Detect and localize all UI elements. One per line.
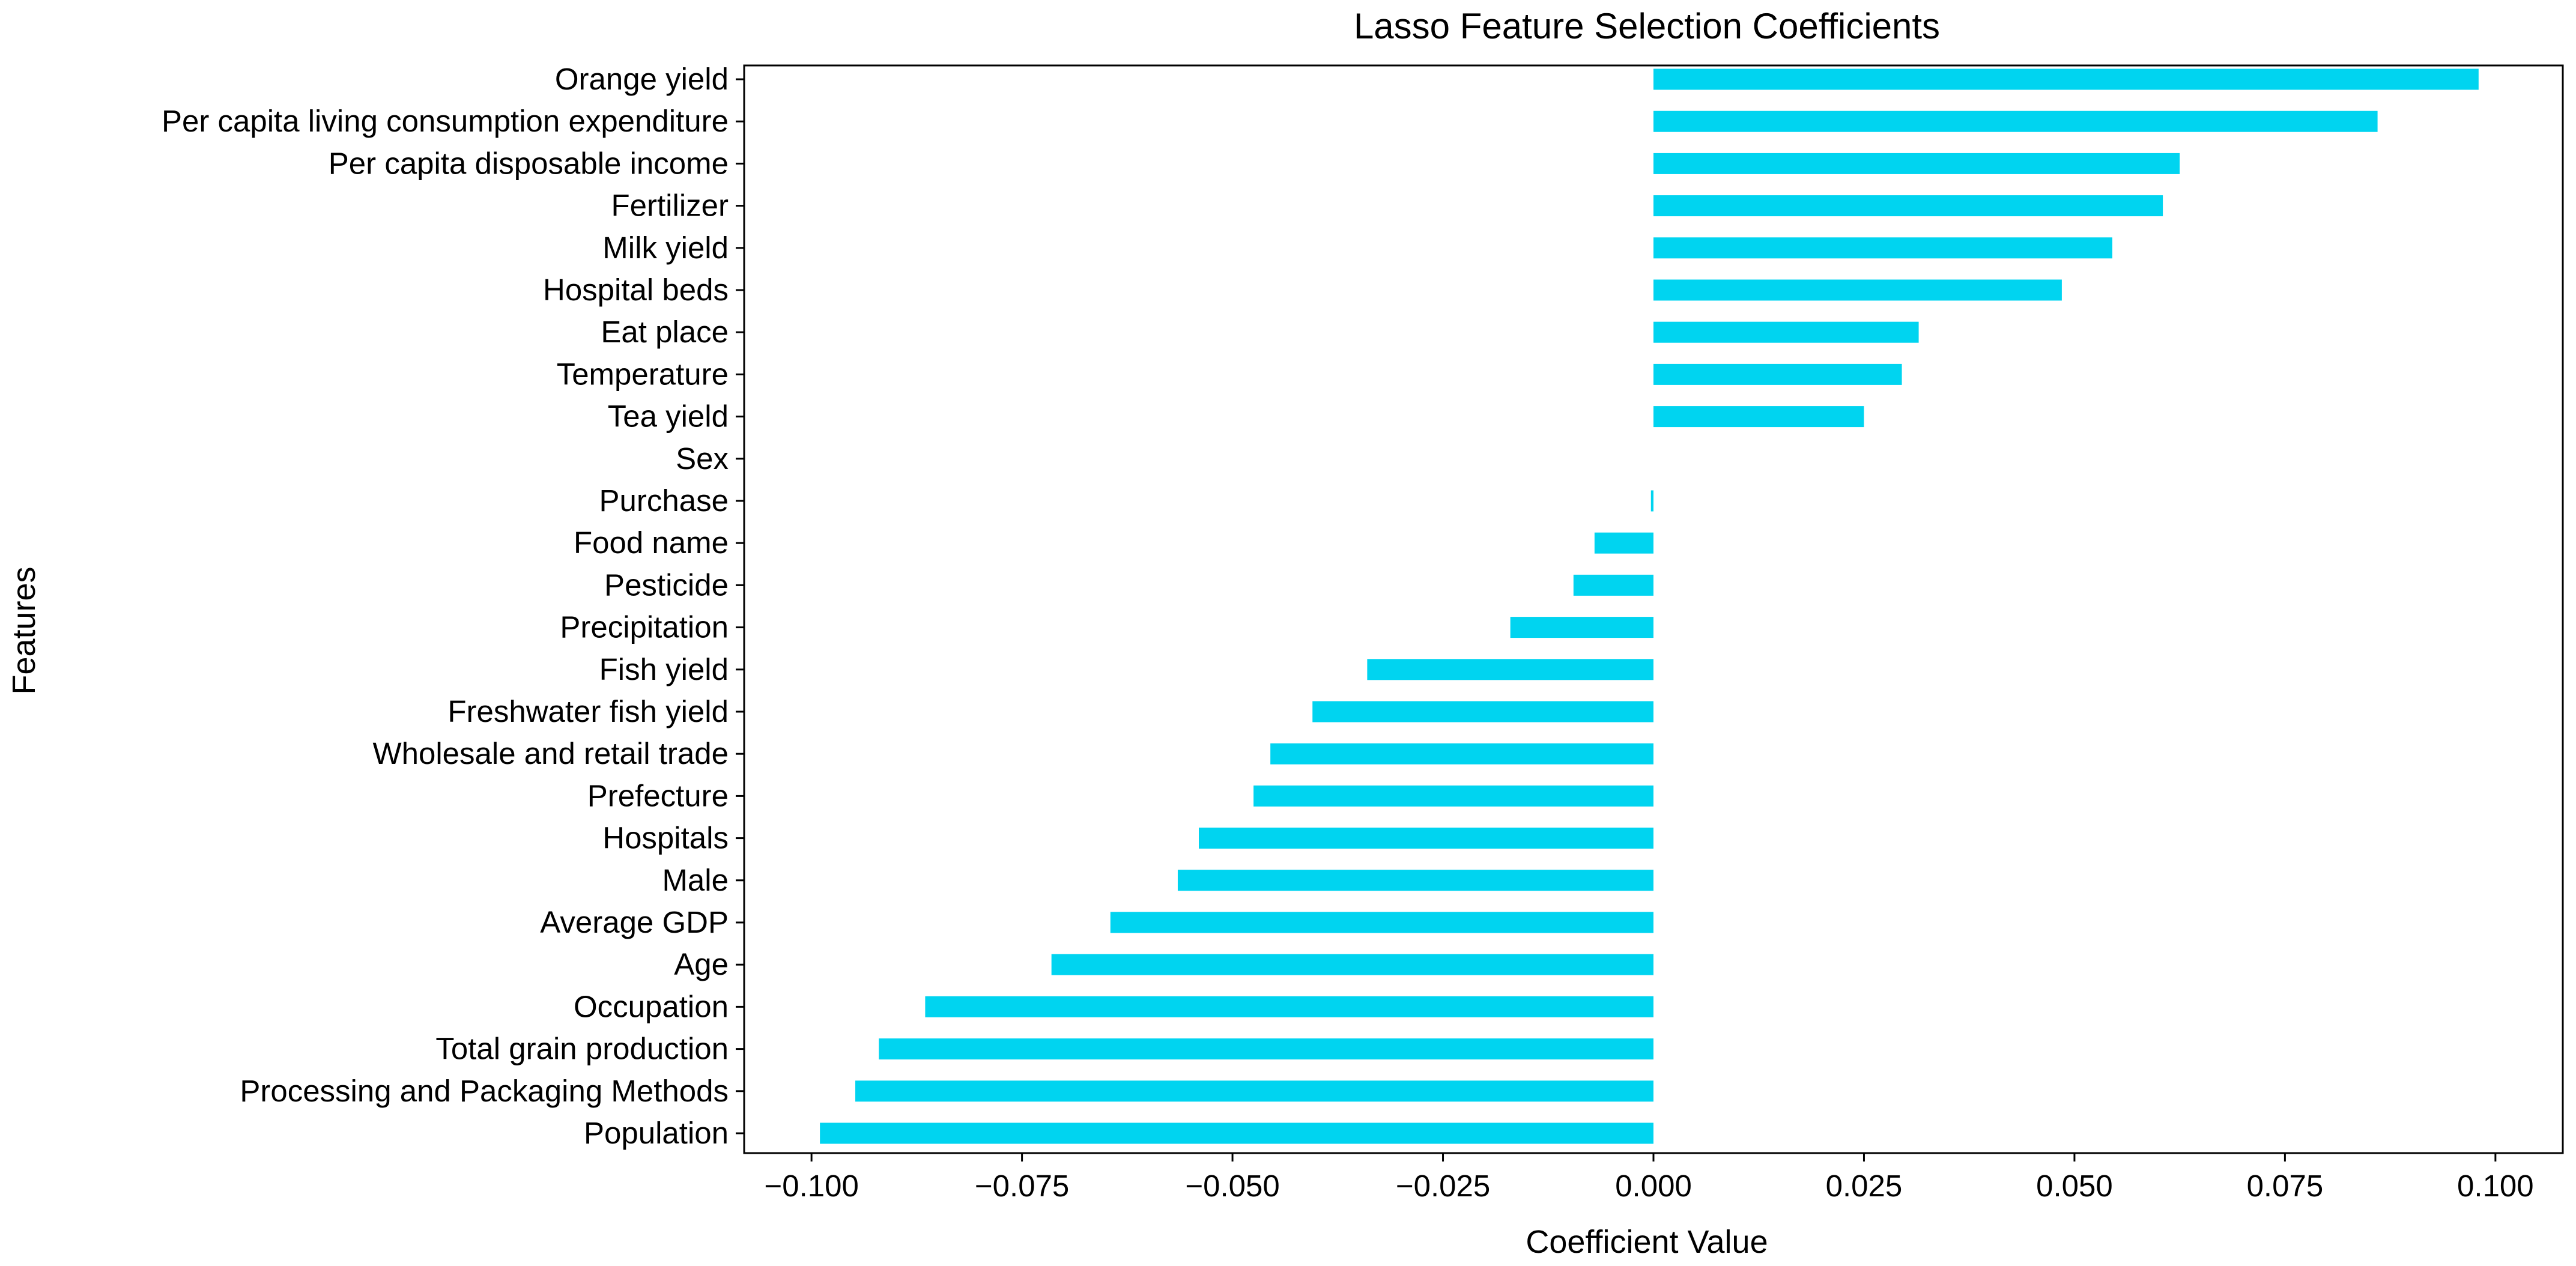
x-tick-label-6: 0.050 [2036, 1169, 2113, 1203]
bar-16 [1270, 743, 1653, 765]
y-tick-label-23: Total grain production [435, 1032, 729, 1066]
y-tick-label-14: Fish yield [599, 652, 729, 686]
x-tick-label-3: −0.025 [1396, 1169, 1490, 1203]
y-ticks-layer: Orange yield Per capita living consumptio… [162, 62, 744, 1150]
y-tick-label-7: Temperature [557, 357, 729, 391]
bar-6 [1653, 321, 1919, 343]
bar-10 [1650, 490, 1653, 512]
bar-15 [1312, 701, 1653, 722]
y-tick-label-6: Eat place [601, 315, 729, 349]
bar-14 [1367, 659, 1653, 680]
chart-title: Lasso Feature Selection Coefficients [1354, 6, 1940, 46]
bar-3 [1653, 195, 2163, 217]
bar-17 [1253, 785, 1653, 807]
y-tick-label-16: Wholesale and retail trade [372, 736, 729, 771]
y-tick-label-9: Sex [676, 441, 729, 476]
x-tick-label-4: 0.000 [1615, 1169, 1692, 1203]
bar-11 [1594, 532, 1653, 554]
bar-0 [1653, 68, 2479, 90]
x-tick-label-0: −0.100 [764, 1169, 858, 1203]
y-tick-label-13: Precipitation [560, 610, 729, 644]
bar-24 [855, 1080, 1653, 1102]
y-tick-label-17: Prefecture [587, 778, 729, 813]
bar-12 [1573, 574, 1653, 596]
y-tick-label-1: Per capita living consumption expenditur… [162, 104, 729, 138]
y-tick-label-3: Fertilizer [611, 189, 729, 223]
y-tick-label-15: Freshwater fish yield [447, 694, 729, 728]
bar-21 [1051, 954, 1653, 975]
bar-23 [879, 1038, 1653, 1060]
bar-7 [1653, 363, 1902, 385]
y-tick-label-25: Population [584, 1116, 729, 1150]
x-tick-label-7: 0.075 [2247, 1169, 2324, 1203]
bar-18 [1199, 828, 1653, 849]
bar-20 [1110, 912, 1653, 933]
y-tick-label-2: Per capita disposable income [329, 146, 729, 180]
y-tick-label-21: Age [674, 947, 729, 981]
y-tick-label-8: Tea yield [608, 399, 729, 434]
y-tick-label-5: Hospital beds [543, 273, 729, 307]
bar-25 [820, 1122, 1653, 1144]
y-tick-label-12: Pesticide [604, 568, 729, 602]
bars-layer [820, 68, 2479, 1144]
x-ticks-layer: −0.100 −0.075 −0.050 −0.025 0.000 0.025 0.050 0… [764, 1153, 2534, 1203]
y-tick-label-24: Processing and Packaging Methods [240, 1074, 729, 1108]
y-tick-label-18: Hospitals [602, 821, 729, 855]
bar-8 [1653, 406, 1864, 428]
x-axis-label: Coefficient Value [1526, 1224, 1768, 1260]
bar-1 [1653, 111, 2378, 132]
y-tick-label-11: Food name [574, 525, 729, 560]
x-tick-label-2: −0.050 [1185, 1169, 1279, 1203]
bar-4 [1653, 237, 2113, 259]
y-tick-label-4: Milk yield [602, 231, 729, 265]
y-tick-label-19: Male [662, 863, 729, 897]
y-tick-label-20: Average GDP [540, 905, 729, 939]
bar-2 [1653, 153, 2180, 174]
y-axis-label: Features [6, 566, 42, 694]
y-tick-label-0: Orange yield [555, 62, 729, 96]
y-tick-label-10: Purchase [599, 483, 729, 518]
bar-19 [1177, 870, 1653, 891]
plot-frame [743, 64, 2564, 1154]
bar-13 [1510, 617, 1653, 638]
x-tick-label-8: 0.100 [2457, 1169, 2534, 1203]
bar-5 [1653, 279, 2062, 301]
x-tick-label-1: −0.075 [975, 1169, 1069, 1203]
bar-22 [925, 996, 1653, 1017]
y-tick-label-22: Occupation [574, 989, 729, 1023]
x-tick-label-5: 0.025 [1826, 1169, 1903, 1203]
